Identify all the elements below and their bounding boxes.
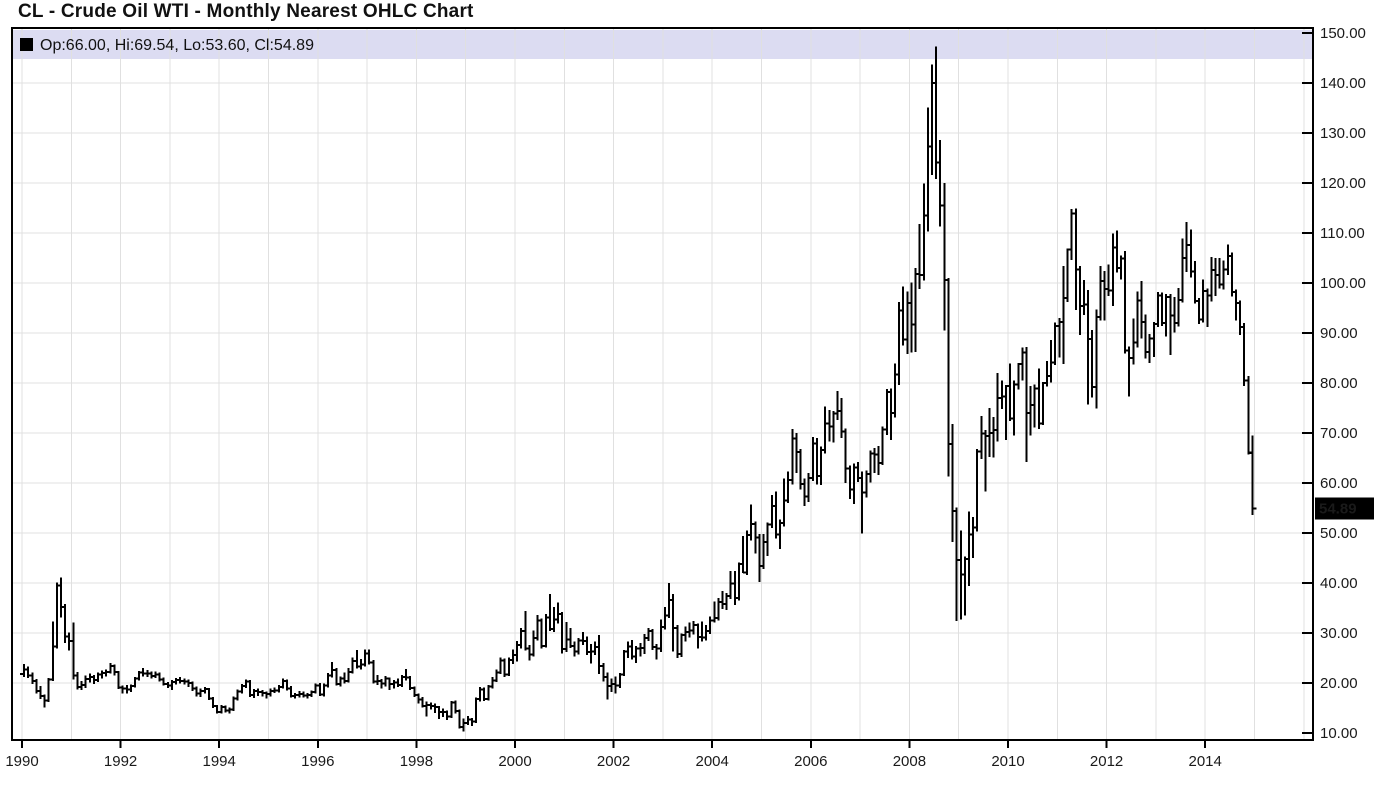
ohlc-bars xyxy=(20,46,1257,732)
y-tick-label: 110.00 xyxy=(1320,225,1365,242)
x-tick-label: 1996 xyxy=(301,753,334,770)
last-price-tag-box xyxy=(1315,497,1374,520)
grid-lines xyxy=(13,29,1312,739)
y-tick-label: 130.00 xyxy=(1320,125,1366,142)
x-tick-label: 1998 xyxy=(400,753,433,770)
x-tick-label: 1994 xyxy=(203,753,236,770)
y-tick-label: 80.00 xyxy=(1320,375,1358,392)
x-tick-label: 2006 xyxy=(794,753,827,770)
x-tick-label: 1992 xyxy=(104,753,137,770)
legend-marker xyxy=(20,38,33,51)
x-tick-label: 2000 xyxy=(498,753,531,770)
y-tick-label: 100.00 xyxy=(1320,275,1366,292)
y-axis: 10.00 20.00 30.00 40.00 50.00 60.00 70.00 80.00… xyxy=(1302,25,1366,742)
x-tick-label: 2008 xyxy=(893,753,926,770)
x-tick-label: 2012 xyxy=(1090,753,1123,770)
last-price-tag: 54.89 xyxy=(1315,497,1374,520)
x-tick-label: 2014 xyxy=(1189,753,1222,770)
legend: Op:66.00, Hi:69.54, Lo:53.60, Cl:54.89 xyxy=(20,37,314,54)
y-tick-label: 60.00 xyxy=(1320,475,1358,492)
y-tick-label: 10.00 xyxy=(1320,725,1358,742)
y-tick-label: 120.00 xyxy=(1320,175,1366,192)
x-axis: 1990 1992 1994 1996 1998 2000 2002 2004 2006 2008… xyxy=(5,740,1222,770)
y-tick-label: 50.00 xyxy=(1320,525,1358,542)
last-price-text: 54.89 xyxy=(1319,501,1357,518)
x-tick-label: 1990 xyxy=(5,753,38,770)
y-tick-label: 30.00 xyxy=(1320,625,1358,642)
y-tick-label: 150.00 xyxy=(1320,25,1366,42)
y-tick-label: 40.00 xyxy=(1320,575,1358,592)
chart-title: CL - Crude Oil WTI - Monthly Nearest OHL… xyxy=(18,1,474,22)
x-tick-label: 2002 xyxy=(597,753,630,770)
x-tick-label: 2010 xyxy=(991,753,1024,770)
y-tick-label: 70.00 xyxy=(1320,425,1358,442)
legend-ohlc-text: Op:66.00, Hi:69.54, Lo:53.60, Cl:54.89 xyxy=(40,37,314,54)
y-tick-label: 20.00 xyxy=(1320,675,1358,692)
y-tick-label: 140.00 xyxy=(1320,75,1366,92)
y-tick-label: 90.00 xyxy=(1320,325,1358,342)
x-tick-label: 2004 xyxy=(696,753,729,770)
